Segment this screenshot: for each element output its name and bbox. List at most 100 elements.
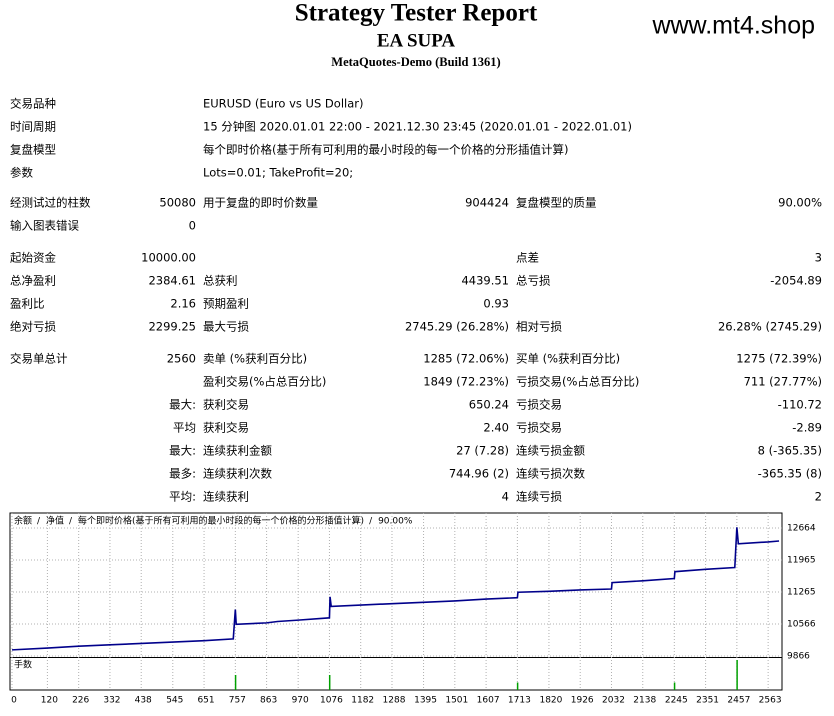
table-cell: 连续获利次数 <box>203 467 272 481</box>
table-cell: 90.00% <box>778 196 822 210</box>
table-cell: -110.72 <box>778 398 822 412</box>
table-cell: 904424 <box>465 196 509 210</box>
x-tick-label: 863 <box>260 696 277 706</box>
table-cell: 最大: <box>169 444 196 458</box>
table-cell: 2.16 <box>170 297 196 311</box>
table-cell: 连续获利 <box>203 490 249 504</box>
table-cell: 亏损交易 <box>516 421 562 435</box>
table-cell: 买单 (%获利百分比) <box>516 352 620 366</box>
table-cell: 盈利交易(%占总百分比) <box>203 375 326 389</box>
table-cell: 0.93 <box>483 297 509 311</box>
legend-sep: / <box>69 517 73 527</box>
table-cell: 26.28% (2745.29) <box>718 320 822 334</box>
table-cell: 50080 <box>159 196 196 210</box>
x-tick-label: 1713 <box>508 696 531 706</box>
x-tick-label: 2457 <box>727 696 750 706</box>
x-tick-label: 1501 <box>445 696 468 706</box>
watermark: www.mt4.shop <box>651 12 815 40</box>
x-tick-label: 1076 <box>320 696 343 706</box>
table-cell: 650.24 <box>469 398 509 412</box>
table-cell: 绝对亏损 <box>10 320 56 334</box>
volume-bar <box>328 675 331 690</box>
table-cell: 每个即时价格(基于所有可利用的最小时段的每一个价格的分形插值计算) <box>203 143 568 157</box>
server: MetaQuotes-Demo (Build 1361) <box>331 55 500 69</box>
x-tick-label: 438 <box>135 696 152 706</box>
table-cell: 2 <box>815 490 822 504</box>
table-cell: 27 (7.28) <box>456 444 509 458</box>
table-cell: 总净盈利 <box>10 274 56 288</box>
table-cell: 连续亏损 <box>516 490 562 504</box>
x-tick-label: 1926 <box>571 696 594 706</box>
table-cell: Lots=0.01; TakeProfit=20; <box>203 166 353 180</box>
volume-bar <box>736 660 738 690</box>
table-cell: 0 <box>189 219 196 233</box>
x-tick-label: 1607 <box>477 696 500 706</box>
x-tick-label: 0 <box>11 696 17 706</box>
table-cell: -2.89 <box>792 421 822 435</box>
legend-sep: / <box>369 517 373 527</box>
table-cell: 连续亏损次数 <box>516 467 585 481</box>
table-cell: 4439.51 <box>461 274 509 288</box>
table-cell: 卖单 (%获利百分比) <box>203 352 307 366</box>
x-tick-label: 2351 <box>696 696 719 706</box>
table-cell: 4 <box>502 490 509 504</box>
table-cell: -2054.89 <box>770 274 822 288</box>
table-cell: 2560 <box>167 352 196 366</box>
x-tick-label: 2032 <box>602 696 625 706</box>
table-cell: EURUSD (Euro vs US Dollar) <box>203 97 363 111</box>
legend-item: 余额 <box>14 515 32 527</box>
x-tick-label: 1395 <box>414 696 437 706</box>
x-tick-label: 970 <box>292 696 309 706</box>
x-tick-label: 651 <box>197 696 214 706</box>
legend-item: 每个即时价格(基于所有可利用的最小时段的每一个价格的分形插值计算) <box>78 515 364 527</box>
x-tick-label: 2563 <box>759 696 782 706</box>
table-cell: 盈利比 <box>10 297 45 311</box>
chart-frame <box>9 512 783 691</box>
x-tick-label: 757 <box>229 696 246 706</box>
y-tick-label: 9866 <box>787 651 810 661</box>
table-cell: 参数 <box>10 166 33 180</box>
legend-sep: / <box>37 517 41 527</box>
table-cell: 2.40 <box>483 421 509 435</box>
table-cell: 获利交易 <box>203 421 249 435</box>
table-cell: 1275 (72.39%) <box>736 352 822 366</box>
table-cell: 亏损交易 <box>516 398 562 412</box>
report-title: Strategy Tester Report <box>295 0 538 27</box>
table-cell: 2745.29 (26.28%) <box>405 320 509 334</box>
table-cell: 8 (-365.35) <box>758 444 822 458</box>
table-cell: 总亏损 <box>516 274 551 288</box>
volume-bar <box>516 682 519 690</box>
table-cell: 起始资金 <box>10 251 56 265</box>
x-tick-label: 2245 <box>665 696 688 706</box>
y-tick-label: 10566 <box>787 619 816 629</box>
volume-bar <box>234 675 237 690</box>
table-cell: 交易品种 <box>10 97 56 111</box>
table-cell: 2384.61 <box>148 274 196 288</box>
x-tick-label: 545 <box>166 696 183 706</box>
table-cell: 时间周期 <box>10 120 56 134</box>
x-tick-label: 1288 <box>383 696 406 706</box>
y-tick-label: 11265 <box>787 587 816 597</box>
table-cell: 亏损交易(%占总百分比) <box>516 375 639 389</box>
x-tick-label: 332 <box>103 696 120 706</box>
table-cell: 最大亏损 <box>203 320 249 334</box>
table-cell: 经测试过的柱数 <box>10 196 91 210</box>
volume-label: 手数 <box>14 659 32 671</box>
table-cell: 最大: <box>169 398 196 412</box>
table-cell: 最多: <box>169 467 196 481</box>
table-cell: 输入图表错误 <box>10 219 79 233</box>
table-cell: 相对亏损 <box>516 320 562 334</box>
table-cell: 1285 (72.06%) <box>423 352 509 366</box>
table-cell: 交易单总计 <box>10 352 68 366</box>
table-cell: 平均 <box>173 421 196 435</box>
x-tick-label: 226 <box>72 696 89 706</box>
table-cell: 平均: <box>169 490 196 504</box>
table-cell: 连续获利金额 <box>203 444 272 458</box>
y-tick-label: 12664 <box>787 524 816 534</box>
table-cell: 2299.25 <box>148 320 196 334</box>
table-cell: 15 分钟图 2020.01.01 22:00 - 2021.12.30 23:… <box>203 120 632 134</box>
balance-line <box>11 527 780 651</box>
legend-item: 90.00% <box>378 517 413 527</box>
table-cell: 总获利 <box>203 274 238 288</box>
